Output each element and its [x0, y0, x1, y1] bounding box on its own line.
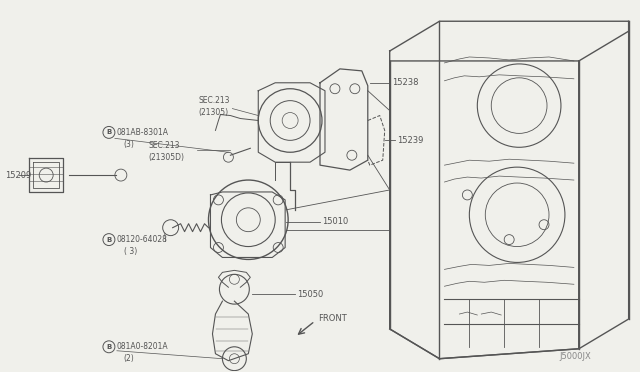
Text: B: B: [106, 344, 111, 350]
Text: (21305D): (21305D): [148, 153, 185, 162]
Text: 15050: 15050: [297, 290, 323, 299]
Text: 15209: 15209: [5, 171, 31, 180]
Text: 15238: 15238: [392, 78, 418, 87]
Text: J5000JX: J5000JX: [559, 352, 591, 361]
Text: 08120-64028: 08120-64028: [117, 235, 168, 244]
Text: B: B: [106, 237, 111, 243]
Text: ( 3): ( 3): [124, 247, 137, 256]
Text: 15239: 15239: [397, 136, 423, 145]
Text: 081AB-8301A: 081AB-8301A: [117, 128, 169, 137]
Text: B: B: [106, 129, 111, 135]
Text: (2): (2): [124, 354, 134, 363]
Text: 15010: 15010: [322, 217, 348, 226]
Text: FRONT: FRONT: [318, 314, 347, 324]
Text: 081A0-8201A: 081A0-8201A: [117, 342, 168, 351]
Text: (21305): (21305): [198, 108, 228, 117]
Text: (3): (3): [124, 140, 135, 149]
Text: SEC.213: SEC.213: [198, 96, 230, 105]
Text: SEC.213: SEC.213: [148, 141, 180, 150]
